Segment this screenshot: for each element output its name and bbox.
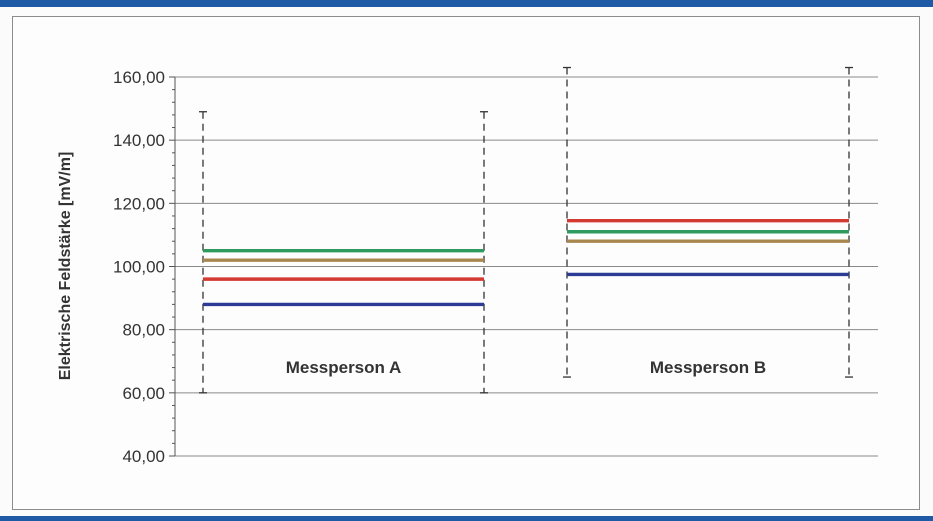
y-tick-label: 120,00 <box>113 194 165 213</box>
whisker-layer <box>199 66 853 394</box>
y-tick-label: 140,00 <box>113 131 165 150</box>
y-tick-label: 40,00 <box>122 447 165 466</box>
group-label: Messperson A <box>286 358 402 377</box>
top-accent-bar <box>0 0 933 7</box>
grid-layer <box>169 76 878 457</box>
y-tick-label: 100,00 <box>113 258 165 277</box>
y-tick-labels: 40,00 60,00 80,00 100,00 120,00 140,00 160,00 <box>113 68 165 466</box>
y-tick-label: 80,00 <box>122 321 165 340</box>
y-tick-label: 160,00 <box>113 68 165 87</box>
bottom-accent-bar <box>0 516 933 521</box>
y-tick-label: 60,00 <box>122 384 165 403</box>
series-layer <box>203 219 849 307</box>
chart-frame <box>12 16 920 510</box>
group-labels: Messperson A Messperson B <box>286 358 766 377</box>
group-label: Messperson B <box>650 358 766 377</box>
y-axis-label: Elektrische Feldstärke [mV/m] <box>57 152 74 381</box>
